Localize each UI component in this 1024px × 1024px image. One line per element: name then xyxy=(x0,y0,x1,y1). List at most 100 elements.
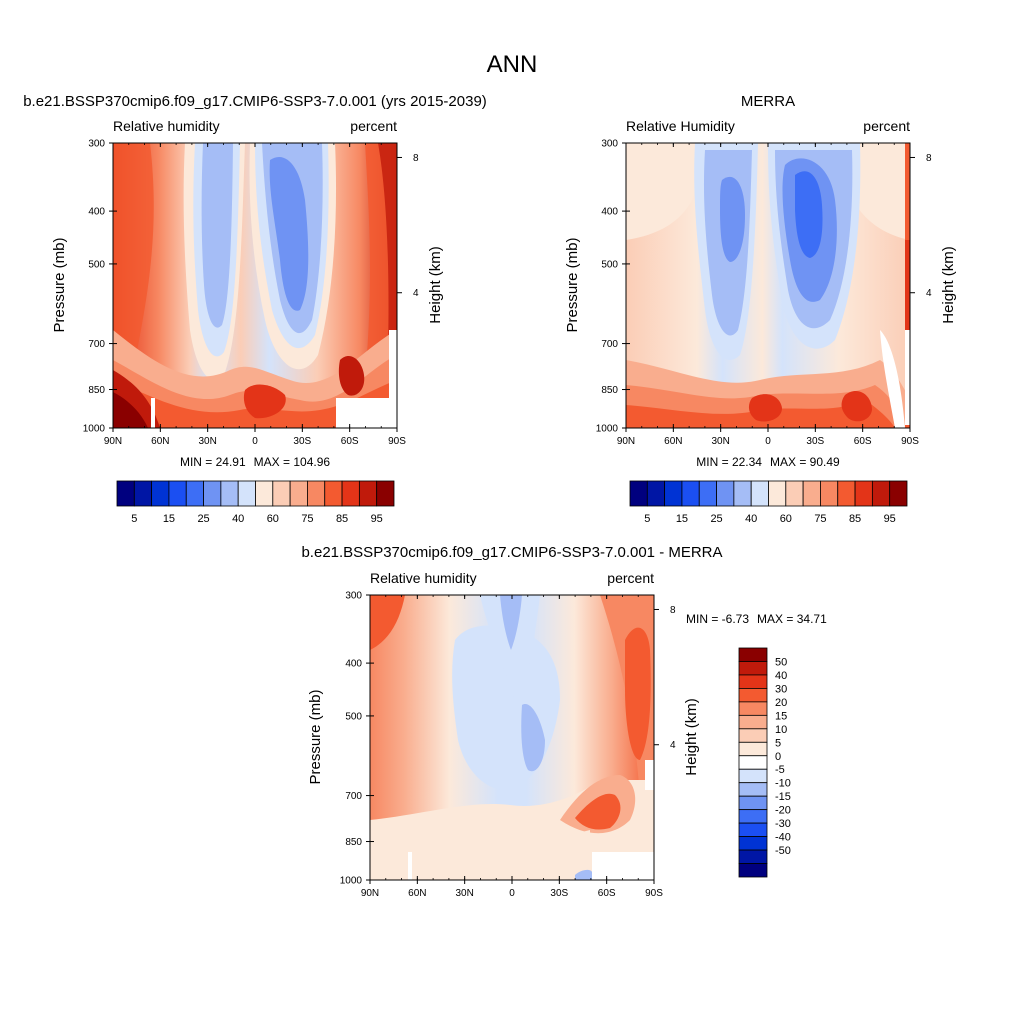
min-value: 22.34 xyxy=(732,455,762,469)
y2-tick-label: 4 xyxy=(670,740,676,751)
colorbar-swatch xyxy=(738,849,768,864)
colorbar-swatch xyxy=(738,728,768,743)
y-tick-label: 700 xyxy=(88,339,105,350)
y2-tick-label: 8 xyxy=(413,153,419,164)
max-label: MAX = xyxy=(254,455,294,469)
colorbar-label: 5 xyxy=(644,513,650,525)
colorbar-swatch xyxy=(738,688,768,703)
y-axis-label: Pressure (mb) xyxy=(307,689,324,784)
y2-tick-label: 4 xyxy=(413,288,419,299)
panel-model: b.e21.BSSP370cmip6.f09_g17.CMIP6-SSP3-7.… xyxy=(23,93,487,525)
y2-axis-label: Height (km) xyxy=(683,698,700,776)
x-tick-label: 90N xyxy=(617,436,635,447)
max-value: 104.96 xyxy=(293,455,330,469)
colorbar-label: 40 xyxy=(775,670,787,682)
units-label: percent xyxy=(350,118,397,134)
units-label: percent xyxy=(607,570,654,586)
colorbar-label: 0 xyxy=(775,751,781,763)
colorbar-swatch xyxy=(738,674,768,689)
panel-title: MERRA xyxy=(741,93,795,110)
colorbar-swatch xyxy=(664,480,683,507)
units-label: percent xyxy=(863,118,910,134)
colorbar-label: 50 xyxy=(775,656,787,668)
y2-tick-label: 8 xyxy=(670,605,676,616)
colorbar-swatch xyxy=(837,480,856,507)
x-tick-label: 60S xyxy=(598,888,616,899)
min-label: MIN = xyxy=(180,455,216,469)
y-tick-label: 400 xyxy=(345,659,362,670)
x-tick-label: 90N xyxy=(361,888,379,899)
colorbar-label: 40 xyxy=(232,513,244,525)
panel-difference: b.e21.BSSP370cmip6.f09_g17.CMIP6-SSP3-7.… xyxy=(301,544,827,899)
variable-label: Relative Humidity xyxy=(626,118,735,134)
contour-field xyxy=(626,143,910,428)
colorbar-swatch xyxy=(185,480,204,507)
colorbar-swatch xyxy=(871,480,891,507)
colorbar-swatch xyxy=(802,480,821,507)
max-label: MAX = xyxy=(757,612,797,626)
min-value: 24.91 xyxy=(216,455,246,469)
colorbar-swatch xyxy=(738,701,768,716)
y2-axis-label: Height (km) xyxy=(427,246,444,324)
panel-title: b.e21.BSSP370cmip6.f09_g17.CMIP6-SSP3-7.… xyxy=(301,544,722,561)
colorbar-swatch xyxy=(738,795,768,811)
colorbar-swatch xyxy=(341,480,360,507)
colorbar-label: 75 xyxy=(301,513,313,525)
colorbar-swatch xyxy=(738,768,768,784)
min-max-stats: MIN = -6.73 MAX = 34.71 xyxy=(686,612,827,626)
colorbar-swatch xyxy=(681,480,700,507)
colorbar-label: 60 xyxy=(780,513,792,525)
y-tick-label: 850 xyxy=(601,385,618,396)
colorbar-label: 5 xyxy=(131,513,137,525)
colorbar-swatch xyxy=(716,480,735,507)
x-tick-label: 90S xyxy=(901,436,919,447)
colorbar-label: -40 xyxy=(775,832,791,844)
colorbar-swatch xyxy=(785,480,804,507)
x-tick-label: 90S xyxy=(388,436,406,447)
colorbar-label: 85 xyxy=(336,513,348,525)
colorbar-label: 85 xyxy=(849,513,861,525)
colorbar-swatch xyxy=(255,480,274,507)
min-label: MIN = xyxy=(696,455,732,469)
x-tick-label: 30N xyxy=(198,436,216,447)
x-tick-label: 0 xyxy=(252,436,258,447)
colorbar-swatch xyxy=(307,480,326,507)
colorbar-label: -15 xyxy=(775,791,791,803)
colorbar-label: 10 xyxy=(775,724,787,736)
y-tick-label: 300 xyxy=(88,139,105,150)
x-tick-label: 30N xyxy=(455,888,473,899)
colorbar-swatch xyxy=(629,480,648,507)
colorbar-label: 25 xyxy=(197,513,209,525)
colorbar-swatch xyxy=(738,863,768,878)
colorbar-swatch xyxy=(133,480,153,507)
x-tick-label: 0 xyxy=(509,888,515,899)
colorbar: 5 15 25 40 60 75 85 95 xyxy=(116,480,395,525)
x-tick-label: 0 xyxy=(765,436,771,447)
max-value: 34.71 xyxy=(797,612,827,626)
colorbar-swatch xyxy=(203,480,222,507)
colorbar-label: 15 xyxy=(676,513,688,525)
max-value: 90.49 xyxy=(810,455,840,469)
y-tick-label: 400 xyxy=(601,207,618,218)
colorbar-swatch xyxy=(289,480,308,507)
x-tick-label: 30S xyxy=(550,888,568,899)
colorbar-swatch xyxy=(738,809,768,824)
colorbar-label: -10 xyxy=(775,778,791,790)
max-label: MAX = xyxy=(770,455,810,469)
y-axis-label: Pressure (mb) xyxy=(51,237,68,332)
y2-axis-label: Height (km) xyxy=(940,246,957,324)
min-max-stats: MIN = 22.34 MAX = 90.49 xyxy=(696,455,840,469)
colorbar-swatch xyxy=(738,647,768,662)
contour-field xyxy=(370,595,654,880)
x-tick-label: 60S xyxy=(341,436,359,447)
colorbar-label: -50 xyxy=(775,845,791,857)
colorbar-swatch xyxy=(820,480,839,507)
y-tick-label: 1000 xyxy=(83,424,106,435)
colorbar-swatch xyxy=(768,480,787,507)
colorbar-swatch xyxy=(738,782,768,797)
variable-label: Relative humidity xyxy=(113,118,220,134)
colorbar-swatch xyxy=(889,480,908,507)
colorbar-label: 20 xyxy=(775,697,787,709)
y-tick-label: 700 xyxy=(345,791,362,802)
x-tick-label: 30N xyxy=(711,436,729,447)
